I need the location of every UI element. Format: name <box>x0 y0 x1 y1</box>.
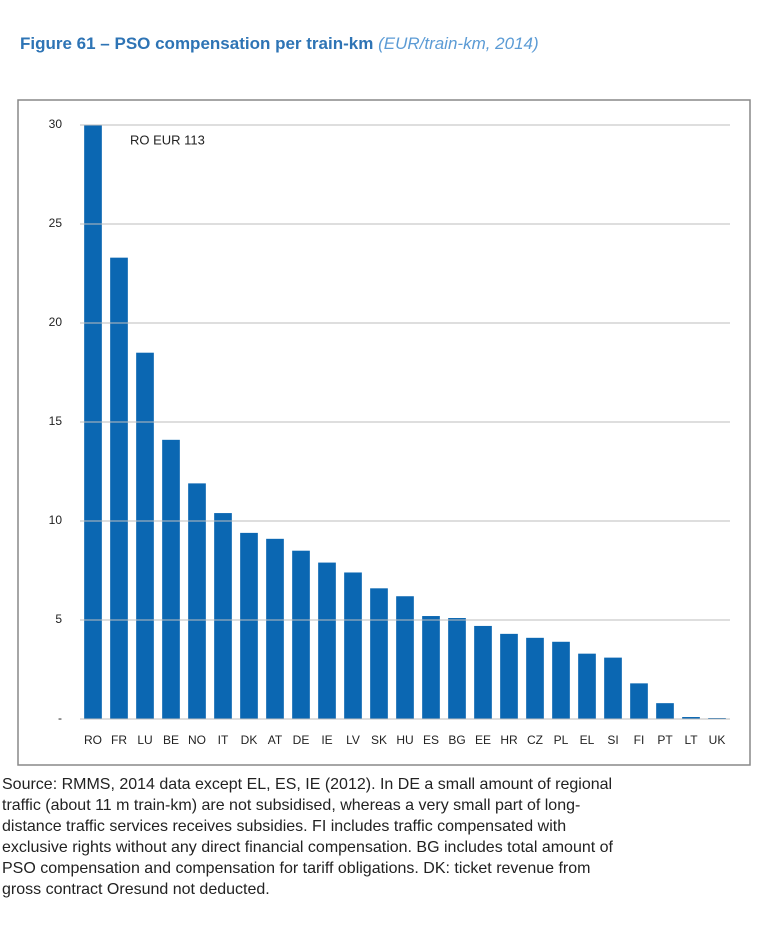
bar <box>552 641 570 719</box>
bar <box>110 257 128 719</box>
x-tick-label: FI <box>634 733 645 747</box>
x-tick-label: ES <box>423 733 439 747</box>
bar <box>422 616 440 719</box>
bar <box>448 618 466 719</box>
bar <box>136 352 154 719</box>
x-tick-label: PT <box>657 733 673 747</box>
x-tick-label: RO <box>84 733 102 747</box>
x-tick-label: IT <box>218 733 229 747</box>
x-tick-label: CZ <box>527 733 543 747</box>
title-line: Figure 61 – PSO compensation per train-k… <box>20 34 539 53</box>
bar <box>474 625 492 719</box>
bar <box>526 637 544 719</box>
bar <box>344 572 362 719</box>
bar <box>396 596 414 719</box>
chart-title: Figure 61 – PSO compensation per train-k… <box>20 34 373 53</box>
bar <box>682 717 700 719</box>
x-tick-label: SI <box>607 733 618 747</box>
bar <box>656 703 674 719</box>
source-note: gross contract Oresund not deducted. <box>2 881 270 898</box>
x-tick-label: DE <box>293 733 310 747</box>
y-tick-label: 10 <box>49 513 63 527</box>
bar <box>188 483 206 719</box>
x-tick-label: DK <box>241 733 258 747</box>
x-tick-label: AT <box>268 733 283 747</box>
x-tick-label: HU <box>396 733 413 747</box>
y-tick-label: 20 <box>49 315 63 329</box>
annotation: RO EUR 113 <box>130 132 205 147</box>
source-note: exclusive rights without any direct fina… <box>2 839 614 856</box>
x-tick-label: SK <box>371 733 387 747</box>
y-tick-label: 5 <box>55 612 62 626</box>
source-note: Source: RMMS, 2014 data except EL, ES, I… <box>2 776 612 793</box>
y-tick-label: 25 <box>49 216 63 230</box>
x-tick-label: LT <box>684 733 698 747</box>
chart-subtitle: (EUR/train-km, 2014) <box>378 34 539 53</box>
bar <box>500 633 518 719</box>
bar <box>578 653 596 719</box>
x-tick-label: IE <box>321 733 332 747</box>
x-tick-label: LU <box>137 733 152 747</box>
y-tick-label: 15 <box>49 414 63 428</box>
x-tick-label: EL <box>580 733 595 747</box>
x-tick-label: BE <box>163 733 179 747</box>
bar <box>318 562 336 719</box>
x-tick-label: BG <box>448 733 465 747</box>
source-note: distance traffic services receives subsi… <box>2 818 566 835</box>
bar <box>84 125 102 719</box>
chart-frame <box>17 99 751 766</box>
x-tick-label: LV <box>346 733 360 747</box>
y-tick-label: - <box>58 711 62 725</box>
x-tick-label: PL <box>554 733 569 747</box>
plot-area <box>84 125 726 719</box>
bar <box>162 439 180 719</box>
bar <box>292 550 310 719</box>
x-tick-label: EE <box>475 733 491 747</box>
y-tick-label: 30 <box>49 117 63 131</box>
source-note: traffic (about 11 m train-km) are not su… <box>2 797 580 814</box>
bar <box>370 588 388 719</box>
bar <box>266 538 284 719</box>
x-tick-label: NO <box>188 733 206 747</box>
x-tick-label: HR <box>500 733 518 747</box>
x-tick-label: FR <box>111 733 127 747</box>
source-note: PSO compensation and compensation for ta… <box>2 860 590 877</box>
bar <box>630 683 648 719</box>
x-tick-label: UK <box>709 733 726 747</box>
bar <box>240 532 258 719</box>
bar <box>604 657 622 719</box>
bar <box>214 513 232 719</box>
